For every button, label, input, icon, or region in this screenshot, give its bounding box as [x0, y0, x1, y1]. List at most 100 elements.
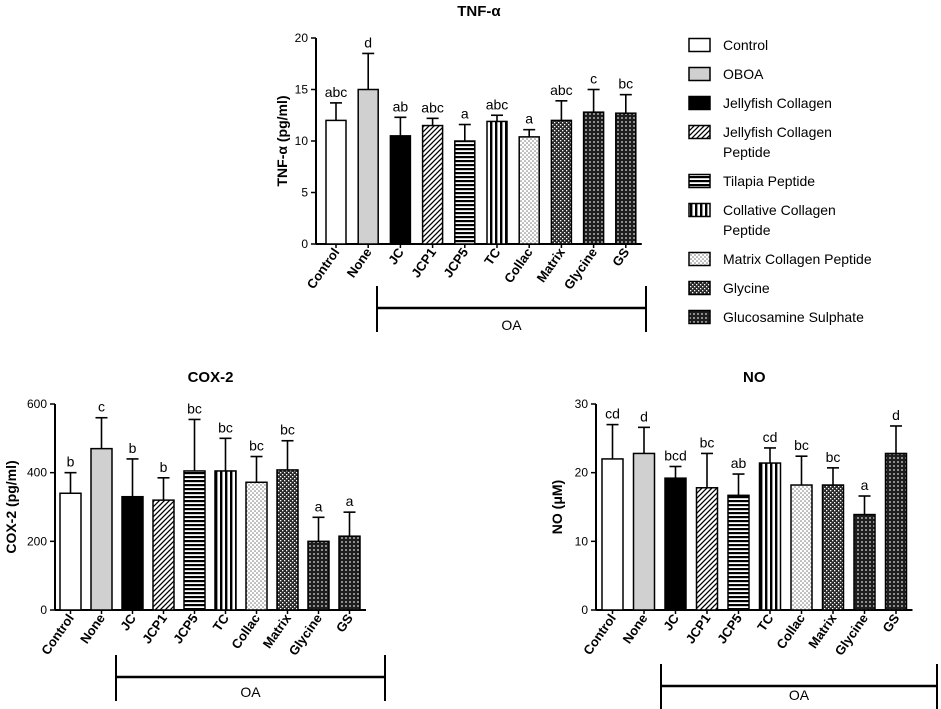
legend: Control OBOA Jellyfish Collagen Jellyfish C…: [688, 37, 872, 325]
significance-label: bc: [280, 422, 295, 438]
category-label: None: [77, 611, 108, 646]
bar-jcp5: [183, 470, 206, 611]
category-label: GS: [333, 611, 356, 635]
category-label: TC: [210, 611, 233, 634]
category-label: Glycine: [561, 245, 600, 292]
legend-swatch: [688, 251, 711, 267]
category-label: Collac: [228, 611, 263, 652]
legend-label: Jellyfish Collagen Peptide: [723, 124, 832, 160]
significance-label: bc: [794, 437, 809, 453]
bar-gs: [884, 452, 908, 611]
y-tick-label: 10: [575, 534, 589, 548]
bar-collac: [518, 136, 540, 245]
bar-jc: [389, 135, 412, 245]
category-label: JCP1: [139, 611, 170, 646]
significance-label: d: [364, 34, 372, 50]
y-tick-label: 200: [27, 534, 47, 548]
legend-swatch: [688, 124, 711, 140]
legend-label: Control: [723, 37, 768, 53]
bar-none: [357, 88, 379, 245]
y-tick-label: 10: [295, 134, 309, 148]
bar-glycine: [582, 111, 605, 245]
significance-label: d: [892, 407, 900, 423]
legend-label-line: Peptide: [723, 144, 771, 160]
significance-label: cd: [605, 406, 620, 422]
significance-label: b: [67, 454, 75, 470]
category-label: Control: [304, 245, 343, 291]
legend-swatch: [688, 37, 711, 53]
significance-label: abc: [550, 82, 573, 98]
legend-label: Glycine: [723, 280, 770, 296]
y-tick-label: 20: [575, 466, 589, 480]
significance-label: bcd: [664, 447, 687, 463]
bar-glycine: [853, 513, 876, 611]
bar-collac: [790, 484, 813, 611]
category-label: JCP1: [408, 245, 439, 280]
legend-label: Tilapia Peptide: [723, 173, 815, 189]
legend-swatch: [688, 202, 711, 218]
legend-label-line: Matrix Collagen Peptide: [723, 251, 872, 267]
legend-label-line: Control: [723, 37, 768, 53]
y-tick-label: 20: [295, 31, 309, 45]
y-tick-label: 0: [301, 237, 308, 251]
category-label: GS: [609, 245, 632, 269]
significance-label: ab: [393, 98, 409, 114]
category-label: JCP5: [714, 611, 745, 646]
significance-label: bc: [826, 449, 841, 465]
legend-label-line: Collative Collagen: [723, 202, 836, 218]
significance-label: d: [640, 408, 648, 424]
significance-label: ab: [731, 455, 747, 471]
category-label: Collac: [773, 611, 808, 652]
bar-tc: [214, 470, 237, 611]
y-axis-label: NO (μM): [549, 480, 565, 534]
y-tick-label: 30: [575, 397, 589, 411]
legend-label: Glucosamine Sulphate: [723, 309, 864, 325]
category-label: None: [344, 245, 375, 280]
significance-label: bc: [187, 400, 202, 416]
significance-label: cd: [763, 429, 778, 445]
category-label: JCP1: [683, 611, 714, 646]
bar-none: [90, 447, 113, 611]
significance-label: abc: [325, 84, 348, 100]
significance-label: c: [590, 71, 597, 87]
y-axis-label: COX-2 (pg/ml): [3, 460, 19, 553]
bar-control: [59, 492, 82, 611]
legend-label-line: Peptide: [723, 222, 771, 238]
bar-matrix: [550, 119, 573, 245]
y-axis-label: TNF-α (pg/ml): [274, 95, 290, 186]
legend-label-line: Glycine: [723, 280, 770, 296]
legend-swatch: [688, 95, 711, 111]
significance-label: a: [346, 493, 354, 509]
category-label: TC: [754, 611, 777, 634]
legend-label: OBOA: [723, 66, 764, 82]
legend-label-line: Tilapia Peptide: [723, 173, 815, 189]
significance-label: a: [461, 106, 469, 122]
category-label: TC: [481, 245, 504, 268]
category-label: None: [620, 611, 651, 646]
y-tick-label: 5: [301, 186, 308, 200]
legend-label-line: Jellyfish Collagen: [723, 95, 832, 111]
oa-label: OA: [501, 317, 522, 333]
significance-label: b: [160, 459, 168, 475]
bar-tc: [486, 120, 508, 245]
y-tick-label: 15: [295, 83, 309, 97]
bar-jcp1: [695, 487, 719, 611]
legend-swatch: [688, 173, 711, 189]
oa-label: OA: [789, 687, 810, 703]
category-label: Control: [38, 611, 77, 657]
category-label: JCP5: [440, 245, 471, 280]
bar-jcp1: [152, 499, 175, 611]
category-label: JCP5: [170, 611, 201, 646]
legend-label-line: OBOA: [723, 66, 764, 82]
bar-control: [601, 458, 624, 611]
legend-label: Matrix Collagen Peptide: [723, 251, 872, 267]
bar-none: [632, 452, 656, 611]
oa-label: OA: [240, 684, 261, 700]
chart-title: NO: [743, 369, 766, 386]
bar-jcp5: [727, 494, 750, 611]
significance-label: bc: [700, 434, 715, 450]
chart-title: TNF-α: [457, 3, 501, 20]
